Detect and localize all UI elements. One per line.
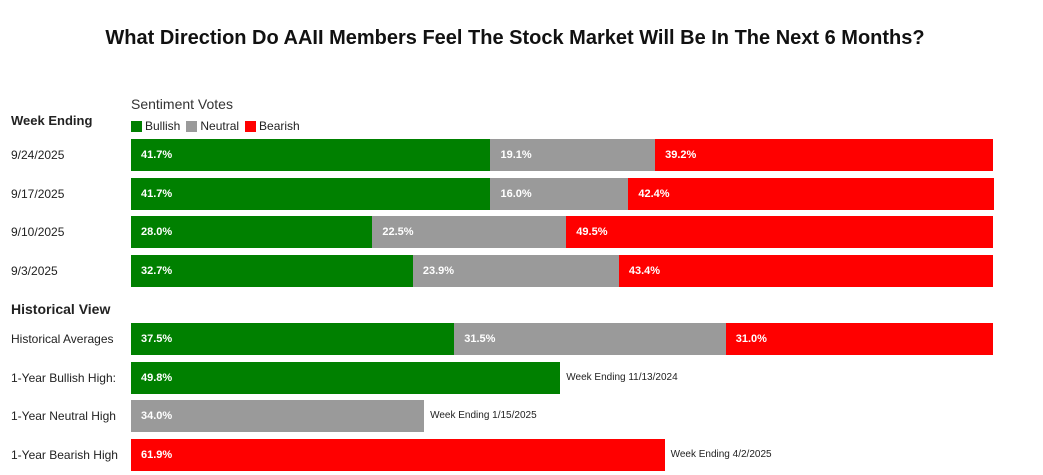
bar-bearish	[566, 216, 993, 248]
data-label-bearish: 61.9%	[141, 449, 173, 461]
row-label: 1-Year Neutral High	[11, 409, 116, 423]
bar-bullish	[131, 255, 413, 287]
bar-neutral	[372, 216, 567, 248]
week-ending-heading: Week Ending	[11, 113, 93, 128]
row-label: 1-Year Bullish High:	[11, 371, 116, 385]
data-label-bearish: 42.4%	[638, 188, 670, 200]
data-label-neutral: 22.5%	[382, 226, 414, 238]
bar-bullish	[131, 178, 491, 210]
legend-label-bullish: Bullish	[145, 119, 181, 133]
data-label-bearish: 43.4%	[628, 265, 661, 277]
data-label-bearish: 31.0%	[735, 333, 767, 345]
annotation: Week Ending 11/13/2024	[566, 372, 678, 383]
bar-bearish	[628, 178, 994, 210]
legend-label-bearish: Bearish	[259, 119, 300, 133]
data-label-neutral: 23.9%	[422, 265, 455, 277]
data-label-bullish: 28.0%	[141, 226, 173, 238]
row-label: 1-Year Bearish High	[11, 448, 118, 462]
historical-view-heading: Historical View	[11, 301, 111, 317]
legend-swatch-neutral	[186, 120, 198, 132]
data-label-bearish: 39.2%	[665, 149, 697, 161]
bar-neutral	[454, 323, 726, 355]
legend-item-bullish: Bullish	[131, 119, 180, 133]
bar-neutral	[490, 139, 656, 171]
legend-swatch-bearish	[245, 120, 257, 132]
bar-bullish	[131, 362, 561, 394]
legend: Bullish Neutral Bearish	[131, 119, 300, 133]
bar-bearish	[725, 323, 993, 355]
bar-neutral	[131, 400, 425, 432]
data-label-neutral: 16.0%	[500, 188, 532, 200]
bar-neutral	[412, 255, 619, 287]
data-label-bullish: 41.7%	[141, 149, 173, 161]
bar-neutral	[490, 178, 629, 210]
row-label: 9/3/2025	[11, 264, 58, 278]
bar-bearish	[655, 139, 993, 171]
row-label: 9/24/2025	[11, 148, 65, 162]
data-label-neutral: 31.5%	[464, 333, 496, 345]
bar-bearish	[131, 439, 665, 471]
legend-label-neutral: Neutral	[200, 119, 240, 133]
data-label-bullish: 37.5%	[141, 333, 173, 345]
chart-subtitle: Sentiment Votes	[131, 96, 233, 112]
data-label-bearish: 49.5%	[576, 226, 608, 238]
chart-title: What Direction Do AAII Members Feel The …	[105, 27, 925, 49]
bar-bearish	[618, 255, 993, 287]
legend-swatch-bullish	[131, 120, 142, 132]
annotation: Week Ending 1/15/2025	[430, 410, 537, 421]
bar-bullish	[131, 216, 373, 248]
row-label: Historical Averages	[11, 332, 114, 346]
row-label: 9/17/2025	[11, 187, 65, 201]
bar-bullish	[131, 323, 455, 355]
data-label-neutral: 19.1%	[500, 149, 532, 161]
data-label-bullish: 49.8%	[141, 372, 173, 384]
legend-item-neutral: Neutral	[186, 119, 239, 133]
bar-bullish	[131, 139, 491, 171]
data-label-neutral: 34.0%	[141, 410, 173, 422]
data-label-bullish: 41.7%	[141, 188, 173, 200]
legend-item-bearish: Bearish	[245, 119, 300, 133]
row-label: 9/10/2025	[11, 225, 65, 239]
data-label-bullish: 32.7%	[141, 265, 173, 277]
annotation: Week Ending 4/2/2025	[670, 449, 772, 460]
